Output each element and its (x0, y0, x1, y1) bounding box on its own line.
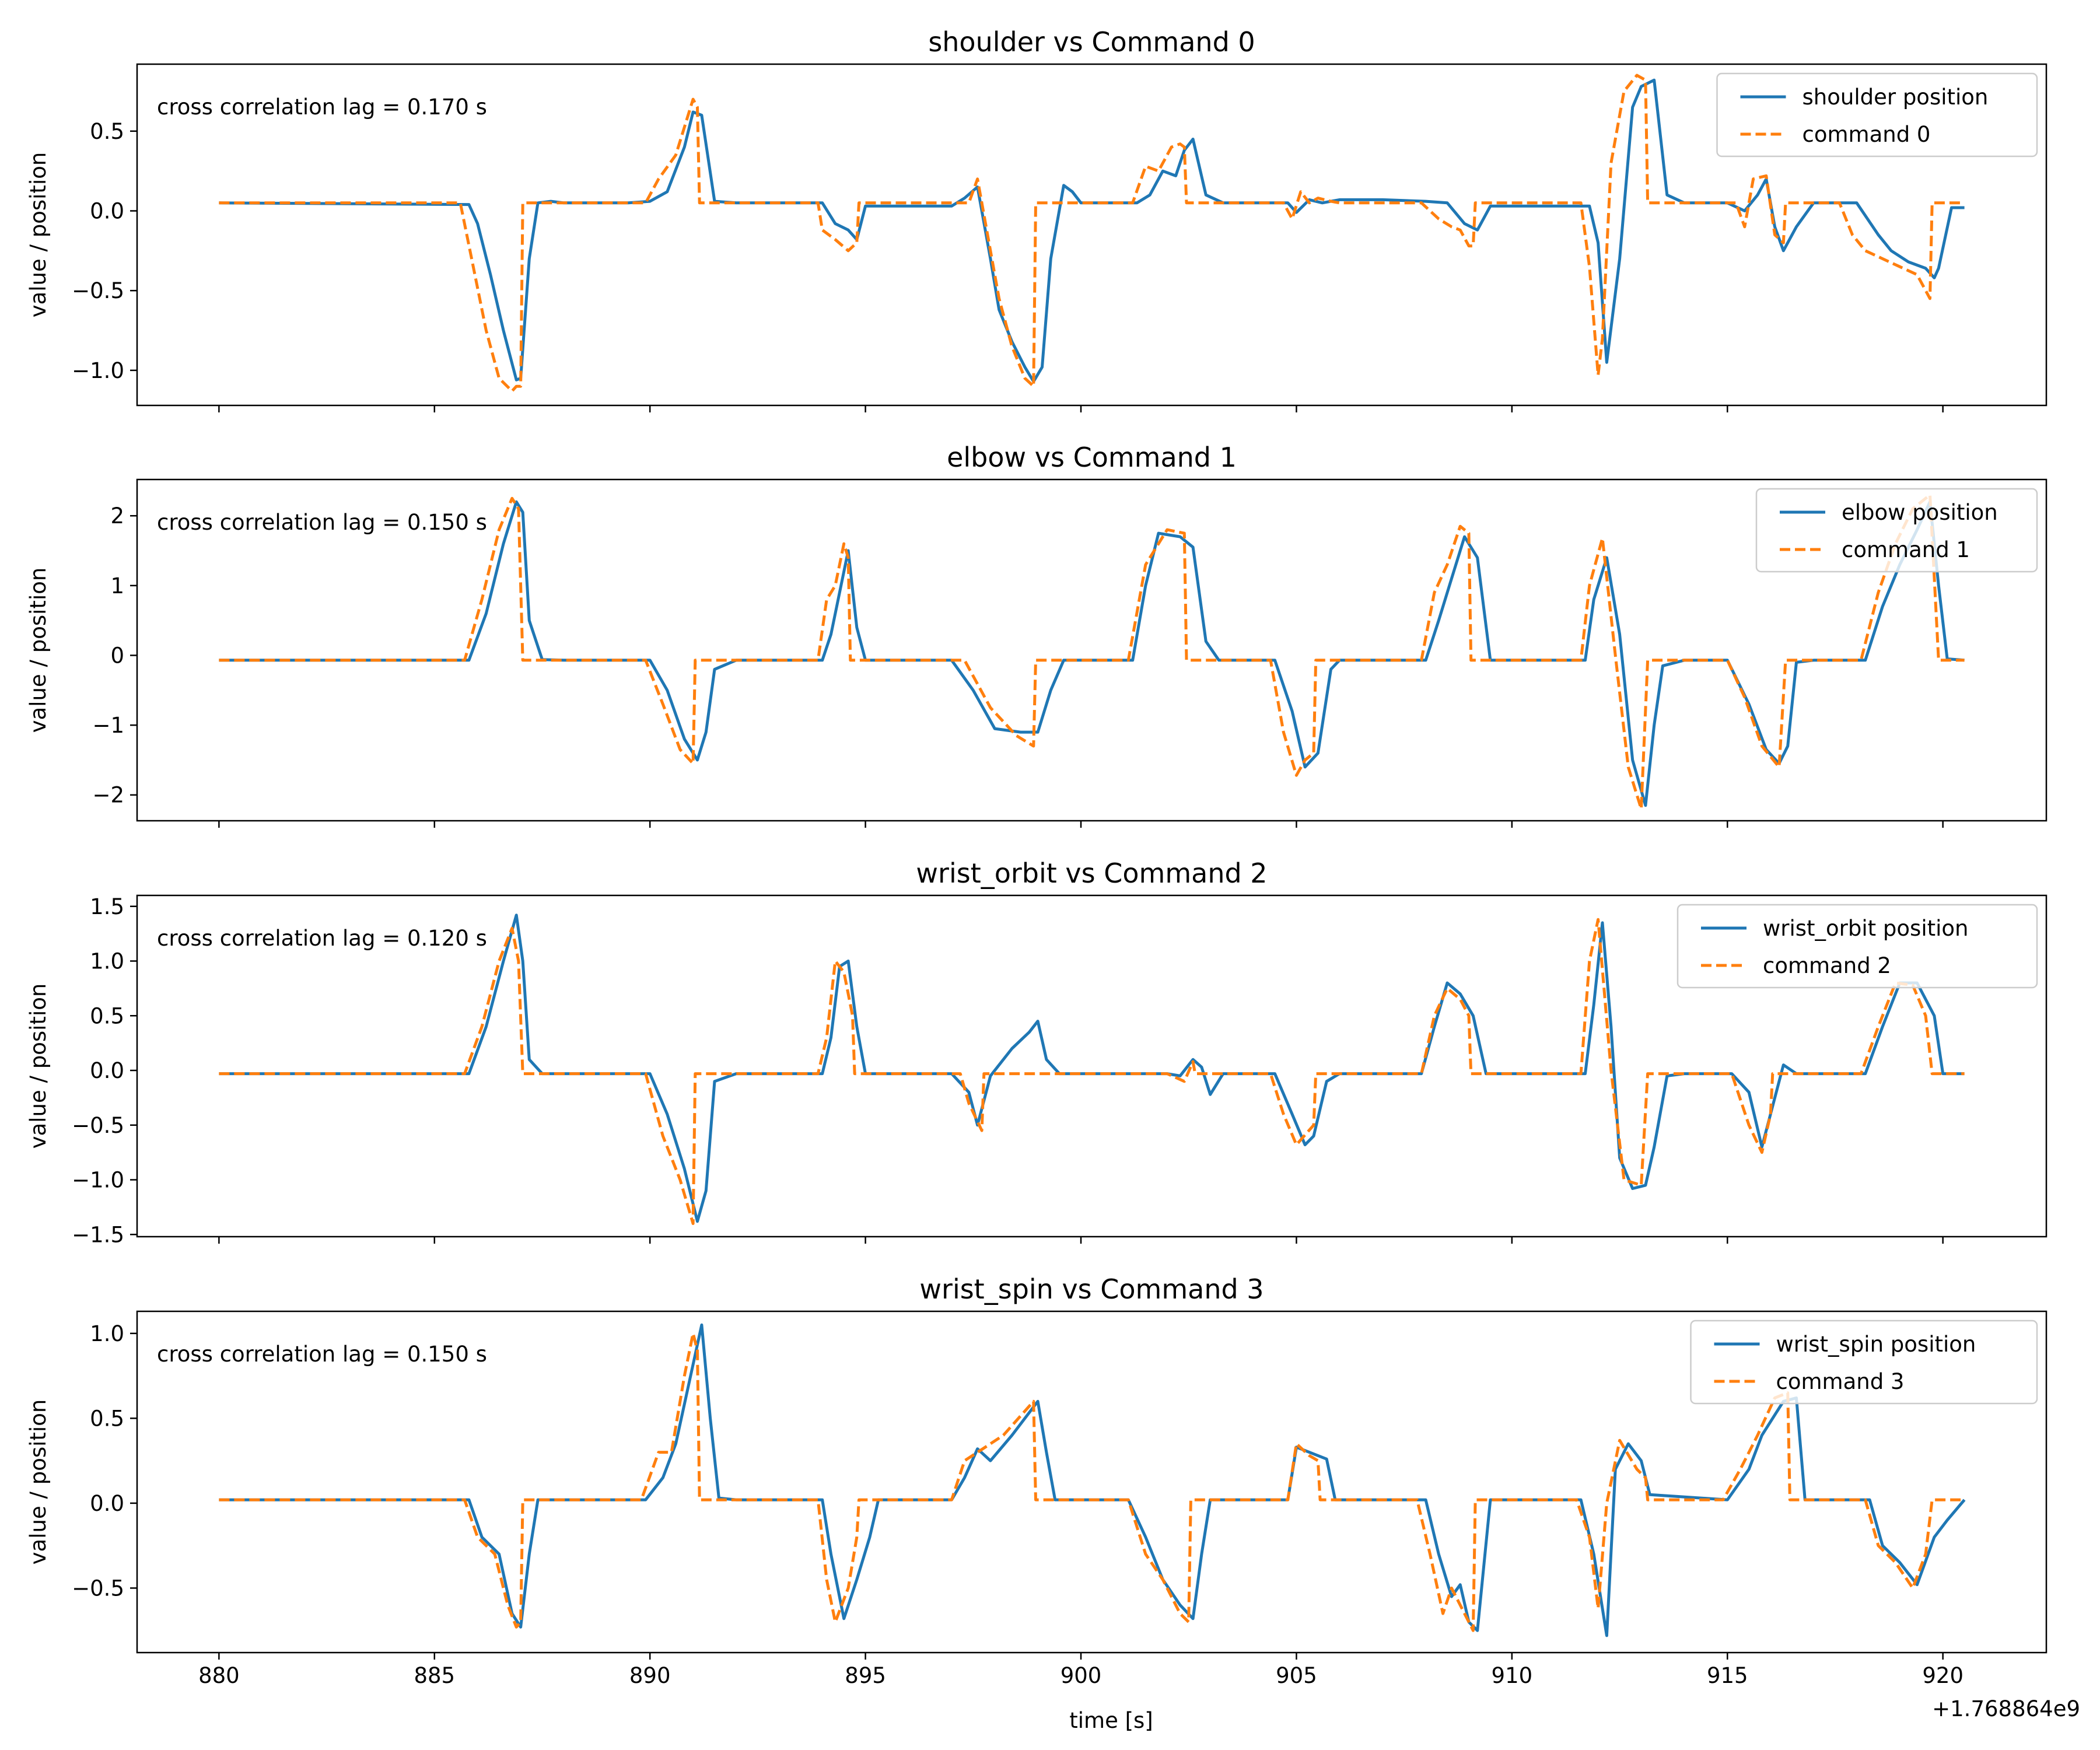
y-tick-label: 1 (110, 573, 124, 598)
x-tick-label: 890 (629, 1663, 671, 1688)
y-axis-label: value / position (26, 1399, 51, 1565)
y-tick-label: 0 (110, 643, 124, 668)
subplot-1: −1.0 −0.5 0.0 0.5 shoulder vs Command 0 value… (26, 26, 2048, 412)
x-tick-label: 900 (1060, 1663, 1102, 1688)
y-tick-label: 0.0 (90, 1491, 124, 1516)
x-tick-label: 895 (845, 1663, 886, 1688)
command-line (219, 74, 1965, 393)
y-tick-label: −0.5 (72, 278, 124, 303)
subplot-title: wrist_spin vs Command 3 (919, 1273, 1264, 1305)
command-line (219, 493, 1965, 811)
y-tick-label: 1.0 (90, 949, 124, 974)
y-axis-label: value / position (26, 568, 51, 733)
legend-label: command 1 (1842, 537, 1970, 562)
legend-label: elbow position (1842, 500, 1998, 525)
legend-box (1755, 488, 2038, 573)
legend-box (1676, 904, 2038, 989)
y-tick-label: 0.5 (90, 119, 124, 144)
legend-box (1716, 72, 2038, 158)
axes-frame (136, 894, 2048, 1238)
x-tick-label: 920 (1922, 1663, 1964, 1688)
legend: wrist_spin position command 3 (1690, 1320, 2038, 1405)
y-tick-label: −0.5 (72, 1576, 124, 1601)
legend-label: command 0 (1803, 122, 1931, 147)
y-tick-label: 0.5 (90, 1406, 124, 1431)
x-tick-label: 885 (414, 1663, 455, 1688)
y-tick-label: −2 (92, 783, 124, 808)
legend: shoulder position command 0 (1716, 72, 2038, 158)
y-tick-label: 2 (110, 503, 124, 528)
legend: elbow position command 1 (1755, 488, 2038, 573)
axes-frame (136, 1310, 2048, 1654)
y-tick-label: 1.0 (90, 1321, 124, 1346)
lag-annotation: cross correlation lag = 0.150 s (157, 1342, 487, 1367)
axes-frame (136, 63, 2048, 407)
legend-box (1690, 1320, 2038, 1405)
x-tick-label: 880 (198, 1663, 240, 1688)
subplot-title: shoulder vs Command 0 (928, 26, 1255, 58)
subplot-title: wrist_orbit vs Command 2 (916, 858, 1267, 889)
position-line (219, 1323, 1966, 1637)
y-axis-label: value / position (26, 152, 51, 318)
subplot-title: elbow vs Command 1 (947, 442, 1237, 473)
x-tick-label: 910 (1492, 1663, 1533, 1688)
legend-label: wrist_spin position (1776, 1332, 1976, 1357)
y-tick-label: −0.5 (72, 1113, 124, 1138)
legend-label: wrist_orbit position (1763, 916, 1968, 941)
position-line (219, 914, 1965, 1223)
subplot-3: −1.5 −1.0 −0.5 0.0 0.5 1.0 1.5 wrist_orbit vs C… (26, 858, 2048, 1247)
lag-annotation: cross correlation lag = 0.170 s (157, 94, 487, 120)
legend-label: command 2 (1763, 953, 1891, 978)
legend-label: command 3 (1776, 1369, 1905, 1394)
subplot-4: 880 885 890 895 900 905 910 915 920 −0.5 0.0 0.5 1.0… (26, 1273, 2048, 1688)
x-tick-label: 905 (1276, 1663, 1317, 1688)
y-axis-label: value / position (26, 984, 51, 1149)
legend-label: shoulder position (1803, 85, 1989, 110)
command-line (219, 1332, 1965, 1632)
y-tick-label: 0.0 (90, 198, 124, 223)
x-axis-label: time [s] (1069, 1708, 1153, 1733)
y-tick-label: 0.0 (90, 1058, 124, 1083)
y-tick-label: 0.5 (90, 1003, 124, 1028)
x-offset-label: +1.768864e9 (1932, 1696, 2080, 1721)
y-tick-label: −1.5 (72, 1222, 124, 1247)
axes-frame (136, 478, 2048, 822)
y-tick-label: −1.0 (72, 358, 124, 383)
lag-annotation: cross correlation lag = 0.120 s (157, 926, 487, 951)
legend: wrist_orbit position command 2 (1676, 904, 2038, 989)
x-tick-label: 915 (1707, 1663, 1748, 1688)
command-line (219, 918, 1965, 1225)
y-tick-label: 1.5 (90, 894, 124, 919)
y-tick-label: −1 (92, 713, 124, 738)
lag-annotation: cross correlation lag = 0.150 s (157, 510, 487, 535)
position-line (219, 78, 1965, 383)
subplot-2: −2 −1 0 1 2 elbow vs Command 1 value / positio… (26, 442, 2048, 828)
y-tick-label: −1.0 (72, 1168, 124, 1193)
